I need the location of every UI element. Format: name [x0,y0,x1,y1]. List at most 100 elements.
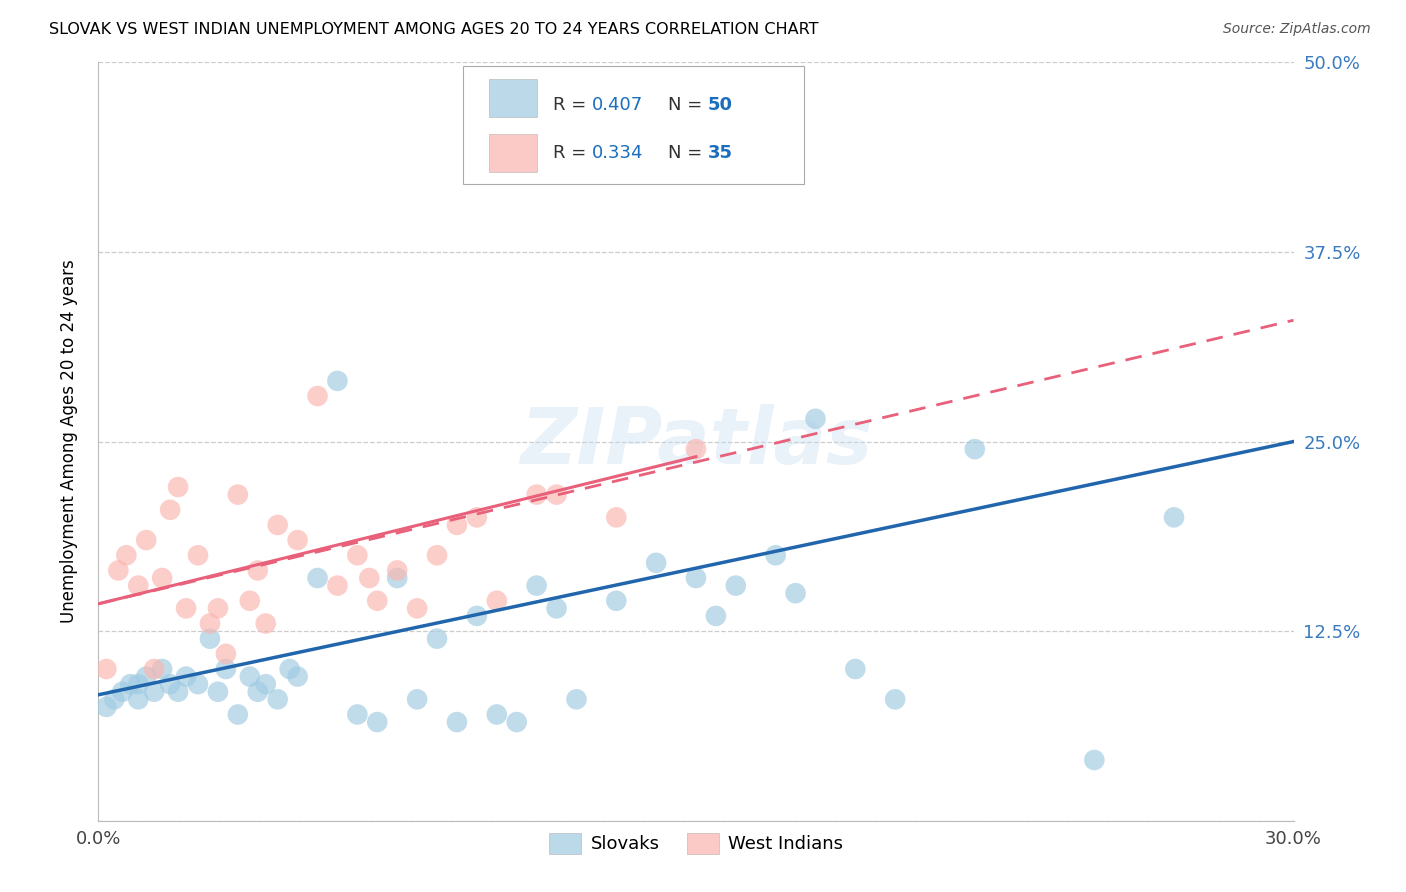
Point [465,608,488,623]
Point [326,579,349,593]
Text: 0.334: 0.334 [592,145,644,162]
Point [226,487,249,501]
Point [150,662,173,676]
Point [446,517,468,532]
Point [115,548,138,563]
Text: Source: ZipAtlas.com: Source: ZipAtlas.com [1223,22,1371,37]
Text: N =: N = [668,95,709,113]
Text: R =: R = [553,145,592,162]
Text: N =: N = [668,145,709,162]
Point [150,571,173,585]
Point [143,662,166,676]
Text: 35: 35 [709,145,733,162]
Point [127,692,149,706]
Point [526,579,548,593]
Point [485,707,508,722]
Point [127,579,149,593]
Point [346,548,368,563]
Point [804,412,827,426]
Point [120,677,142,691]
Point [724,579,747,593]
Point [605,594,627,608]
Point [167,480,190,494]
Point [359,571,381,585]
Point [385,571,409,585]
Point [135,669,157,683]
Point [307,389,329,403]
Point [506,715,529,730]
Point [645,556,668,570]
Point [159,677,181,691]
Point [159,503,181,517]
Point [174,601,197,615]
Point [605,510,627,524]
Point [884,692,907,706]
FancyBboxPatch shape [489,135,537,172]
Point [207,601,229,615]
Point [526,487,548,501]
Point [307,571,329,585]
Point [366,715,388,730]
Point [406,601,429,615]
Point [326,374,349,388]
Point [765,548,787,563]
Point [103,692,125,706]
Point [239,594,262,608]
Point [167,685,190,699]
Point [96,699,118,714]
Text: R =: R = [553,95,592,113]
FancyBboxPatch shape [489,79,537,118]
Text: SLOVAK VS WEST INDIAN UNEMPLOYMENT AMONG AGES 20 TO 24 YEARS CORRELATION CHART: SLOVAK VS WEST INDIAN UNEMPLOYMENT AMONG… [49,22,818,37]
Point [174,669,197,683]
Point [406,692,429,706]
Point [426,548,449,563]
Point [785,586,807,600]
Legend: Slovaks, West Indians: Slovaks, West Indians [541,826,851,861]
Point [278,662,301,676]
Point [287,669,309,683]
Point [287,533,309,548]
Point [246,564,269,578]
Point [963,442,986,457]
Point [267,692,290,706]
Point [246,685,269,699]
Point [215,662,238,676]
Point [198,616,221,631]
Point [485,594,508,608]
Point [346,707,368,722]
Text: 50: 50 [709,95,733,113]
Point [96,662,118,676]
Point [107,564,129,578]
Text: 0.407: 0.407 [592,95,644,113]
Point [465,510,488,524]
Point [366,594,388,608]
Point [135,533,157,548]
Point [385,564,409,578]
Point [254,677,277,691]
Point [187,677,209,691]
Point [215,647,238,661]
Point [239,669,262,683]
Point [111,685,134,699]
Point [546,601,568,615]
Point [844,662,866,676]
Point [685,442,707,457]
Point [198,632,221,646]
Point [267,517,290,532]
Point [207,685,229,699]
Point [143,685,166,699]
Point [226,707,249,722]
Point [426,632,449,646]
Point [1163,510,1185,524]
Point [565,692,588,706]
Y-axis label: Unemployment Among Ages 20 to 24 years: Unemployment Among Ages 20 to 24 years [59,260,77,624]
Point [685,571,707,585]
Point [546,487,568,501]
Point [704,608,727,623]
Point [1083,753,1105,767]
Point [446,715,468,730]
Point [187,548,209,563]
FancyBboxPatch shape [463,66,804,184]
Point [127,677,149,691]
Point [254,616,277,631]
